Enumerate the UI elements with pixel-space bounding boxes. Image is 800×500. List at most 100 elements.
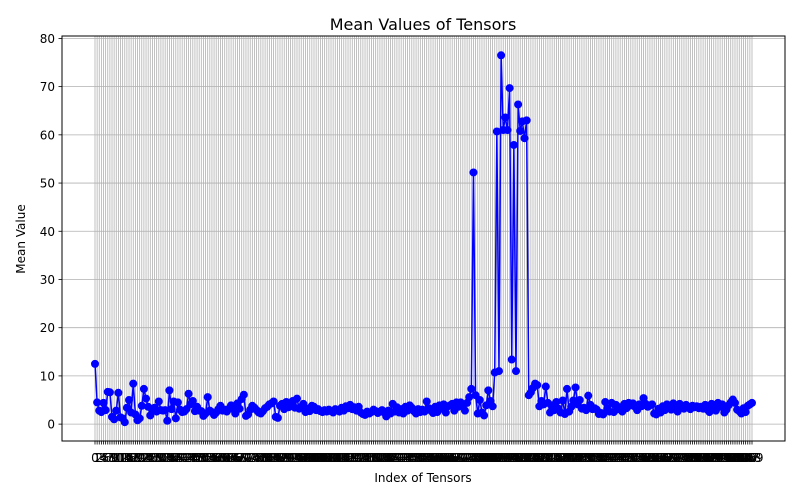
x-tick-label: 239 (592, 451, 615, 465)
data-point (748, 398, 756, 407)
data-point (273, 413, 282, 422)
x-tick-label: 57 (209, 451, 224, 465)
x-tick-label: 234 (581, 451, 604, 465)
x-tick-label: 213 (536, 451, 559, 465)
x-tick-label: 144 (390, 451, 413, 465)
x-tick-label: 151 (405, 451, 428, 465)
x-tick-label: 47 (187, 451, 202, 465)
x-tick-label: 231 (575, 451, 598, 465)
x-tick-label: 194 (496, 451, 519, 465)
data-point (167, 405, 176, 414)
x-tick-label: 216 (543, 451, 566, 465)
x-tick-label: 110 (317, 451, 340, 465)
data-point (112, 406, 121, 415)
x-tick-label: 243 (600, 451, 623, 465)
data-point (648, 400, 657, 409)
x-tick-label: 27 (145, 451, 160, 465)
data-point (533, 381, 542, 390)
x-tick-label: 77 (251, 451, 266, 465)
x-tick-label: 122 (343, 451, 366, 465)
data-point (575, 396, 584, 405)
data-point (503, 126, 512, 135)
x-tick-label: 153 (409, 451, 432, 465)
x-tick-label: 161 (426, 451, 449, 465)
x-tick-label: 309 (741, 451, 764, 465)
x-tick-label: 90 (279, 451, 294, 465)
x-tick-label: 114 (326, 451, 349, 465)
x-tick-label: 104 (305, 451, 328, 465)
x-tick-label: 287 (694, 451, 717, 465)
x-tick-label: 149 (400, 451, 423, 465)
x-tick-label: 82 (262, 451, 277, 465)
x-tick-label: 85 (268, 451, 283, 465)
x-tick-label: 68 (232, 451, 247, 465)
data-point (520, 134, 529, 143)
x-tick-label: 12 (113, 451, 128, 465)
x-tick-label: 279 (677, 451, 700, 465)
x-tick-label: 59 (213, 451, 228, 465)
x-tick-label: 263 (643, 451, 666, 465)
data-point (99, 398, 108, 407)
x-tick-label: 257 (630, 451, 653, 465)
x-tick-label: 280 (679, 451, 702, 465)
x-tick-label: 284 (687, 451, 710, 465)
x-tick-label: 79 (255, 451, 270, 465)
x-tick-label: 255 (626, 451, 649, 465)
x-tick-label: 236 (585, 451, 608, 465)
x-tick-label: 100 (296, 451, 319, 465)
x-tick-label: 219 (549, 451, 572, 465)
x-tick-label: 162 (428, 451, 451, 465)
x-tick-label: 192 (492, 451, 515, 465)
x-tick-label: 95 (289, 451, 304, 465)
x-tick-label: 25 (141, 451, 156, 465)
x-tick-label: 293 (707, 451, 730, 465)
x-tick-label: 91 (281, 451, 296, 465)
x-tick-label: 94 (287, 451, 302, 465)
x-tick-label: 232 (577, 451, 600, 465)
data-point (165, 386, 174, 395)
x-tick-label: 76 (249, 451, 264, 465)
y-axis-label: Mean Value (14, 204, 28, 273)
x-tick-label: 3 (98, 451, 106, 465)
x-tick-label: 63 (221, 451, 236, 465)
data-point (139, 384, 148, 393)
x-tick-label: 202 (513, 451, 536, 465)
data-point (105, 388, 114, 397)
x-tick-label: 250 (615, 451, 638, 465)
data-point (475, 396, 484, 405)
x-tick-label: 42 (177, 451, 192, 465)
x-tick-label: 67 (230, 451, 245, 465)
x-tick-label: 50 (194, 451, 209, 465)
x-tick-label: 265 (647, 451, 670, 465)
x-tick-label: 128 (356, 451, 379, 465)
chart-title: Mean Values of Tensors (330, 15, 517, 34)
data-point (469, 168, 478, 177)
x-tick-label: 220 (551, 451, 574, 465)
x-tick-label: 210 (530, 451, 553, 465)
x-tick-label: 278 (675, 451, 698, 465)
x-tick-label: 140 (381, 451, 404, 465)
x-tick-label: 180 (466, 451, 489, 465)
y-axis-ticks: 0 10 20 30 40 50 60 70 80 (40, 32, 62, 432)
x-tick-label: 35 (162, 451, 177, 465)
data-point (110, 415, 119, 424)
data-point (171, 414, 180, 423)
x-tick-label: 130 (360, 451, 383, 465)
data-point (188, 396, 197, 405)
x-tick-label: 233 (579, 451, 602, 465)
x-tick-label: 30 (151, 451, 166, 465)
x-tick-label: 101 (298, 451, 321, 465)
x-tick-label: 109 (315, 451, 338, 465)
data-point (460, 406, 469, 415)
x-tick-label: 172 (449, 451, 472, 465)
x-tick-label: 108 (313, 451, 336, 465)
x-tick-label: 45 (183, 451, 198, 465)
x-tick-label: 169 (443, 451, 466, 465)
x-tick-label: 174 (454, 451, 477, 465)
x-tick-label: 13 (115, 451, 130, 465)
x-tick-label: 197 (502, 451, 525, 465)
x-tick-label: 26 (143, 451, 158, 465)
x-tick-label: 270 (658, 451, 681, 465)
x-tick-label: 112 (322, 451, 345, 465)
